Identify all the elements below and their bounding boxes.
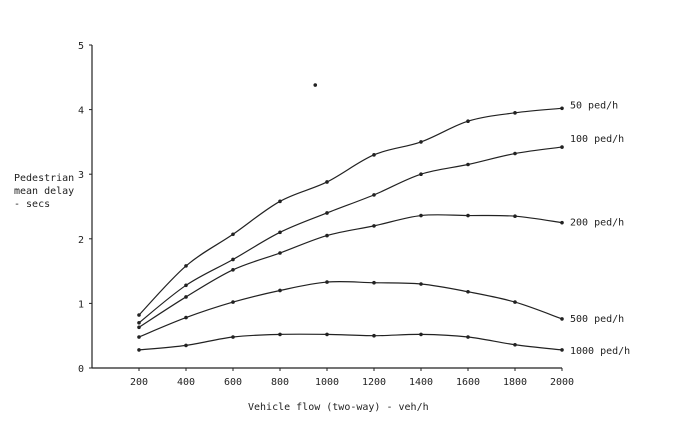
x-tick-label: 1600: [456, 377, 480, 388]
data-point: [466, 289, 470, 294]
series-label: 100 ped/h: [570, 134, 624, 145]
x-tick-label: 1000: [315, 377, 339, 388]
data-point: [325, 332, 329, 337]
y-axis-label-line-2: mean delay: [14, 186, 74, 197]
series-curve: [138, 280, 563, 338]
data-point: [466, 213, 470, 218]
series-labels: 50 ped/h 100 ped/h 200 ped/h 500 ped/h 1000 …: [570, 100, 630, 357]
data-point: [325, 211, 329, 215]
data-point: [419, 140, 423, 144]
y-tick-label: 2: [78, 235, 84, 246]
data-point: [184, 283, 188, 288]
x-tick-label: 200: [130, 377, 148, 388]
data-point: [560, 106, 564, 111]
y-axis-label-line-1: Pedestrian: [14, 173, 74, 184]
series-label: 50 ped/h: [570, 100, 618, 111]
x-tick-label: 2000: [550, 377, 574, 388]
data-point: [560, 145, 564, 149]
data-point: [184, 295, 188, 299]
x-tick-label: 600: [224, 377, 242, 388]
x-tick-label: 400: [177, 377, 195, 388]
axes: [91, 45, 562, 369]
data-point: [466, 335, 470, 339]
data-point: [325, 233, 329, 238]
data-point: [372, 193, 376, 197]
data-point: [372, 153, 376, 157]
data-point: [184, 264, 188, 268]
series-curve: [138, 333, 563, 351]
data-point: [137, 325, 141, 330]
data-point: [184, 315, 188, 320]
x-tick-label: 800: [271, 377, 289, 388]
x-ticks: 200 400 600 800 1000 1200 1400 1600 1800 2000: [130, 368, 574, 388]
data-point: [419, 282, 423, 286]
data-point: [513, 342, 517, 347]
series-label: 500 ped/h: [570, 314, 624, 325]
y-tick-label: 0: [78, 364, 84, 375]
data-point: [466, 162, 470, 167]
data-point: [513, 214, 517, 218]
data-point: [325, 180, 329, 184]
x-axis-label: Vehicle flow (two-way) - veh/h: [248, 402, 429, 413]
y-ticks: 0 1 2 3 4 5: [78, 41, 92, 375]
series-label: 1000 ped/h: [570, 346, 630, 357]
data-point: [231, 300, 235, 304]
data-points: [137, 83, 564, 352]
data-point: [184, 343, 188, 348]
data-point: [372, 224, 376, 228]
data-point: [137, 348, 141, 352]
y-tick-label: 5: [78, 41, 84, 52]
data-point: [419, 213, 423, 218]
y-tick-label: 1: [78, 299, 84, 310]
y-tick-label: 4: [78, 106, 84, 117]
data-point: [419, 172, 423, 176]
data-point: [513, 300, 517, 304]
data-point: [278, 251, 282, 255]
series-label: 200 ped/h: [570, 218, 624, 229]
data-point: [513, 151, 517, 156]
data-point: [560, 220, 564, 225]
x-tick-label: 1400: [409, 377, 433, 388]
y-tick-label: 3: [78, 170, 84, 181]
x-tick-label: 1200: [362, 377, 386, 388]
series-curve: [138, 107, 563, 316]
data-point: [137, 320, 141, 325]
data-point: [231, 335, 235, 339]
data-point: [419, 332, 423, 337]
data-point: [231, 257, 235, 262]
data-point: [137, 335, 141, 339]
data-point: [560, 317, 564, 321]
data-point: [372, 333, 376, 338]
x-tick-label: 1800: [503, 377, 527, 388]
series-curve: [138, 146, 563, 324]
data-point: [231, 268, 235, 272]
series-curve: [138, 214, 563, 328]
data-point: [560, 348, 564, 352]
series-curves: [138, 107, 563, 351]
y-axis-label-line-3: - secs: [14, 199, 50, 210]
data-point: [278, 332, 282, 337]
data-point: [513, 111, 517, 115]
data-point: [325, 280, 329, 284]
data-point: [231, 232, 235, 237]
data-point: [137, 313, 141, 317]
data-point: [278, 230, 282, 235]
data-point: [372, 280, 376, 285]
data-point: [278, 288, 282, 293]
data-point: [278, 199, 282, 204]
data-point: [466, 119, 470, 124]
outlier-point: [313, 83, 318, 87]
